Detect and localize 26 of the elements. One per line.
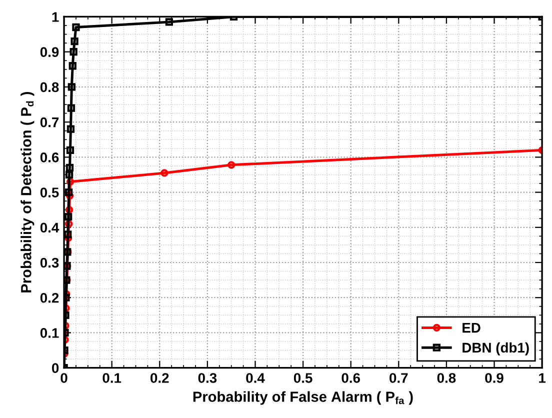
y-tick-label: 0 bbox=[52, 363, 59, 374]
x-axis-title: Probability of False Alarm ( P$_{fa}$ ) bbox=[193, 391, 413, 405]
x-tick-label: 0.1 bbox=[102, 373, 122, 383]
y-tick-label: 0.8 bbox=[40, 82, 59, 92]
y-tick-label: 0.7 bbox=[40, 117, 59, 128]
y-tick-label: 0.6 bbox=[40, 152, 59, 162]
y-tick-label: 0.9 bbox=[40, 47, 59, 57]
y-tick-label: 0.1 bbox=[40, 328, 59, 338]
y-axis-title: Probability of Detection ( P$_{d}$ ) bbox=[20, 92, 34, 292]
y-tick-label: 0.2 bbox=[40, 292, 59, 303]
x-tick-label: 0.9 bbox=[485, 373, 504, 383]
x-tick-label: 0.8 bbox=[437, 373, 456, 383]
x-tick-label: 0.2 bbox=[150, 373, 169, 383]
legend-label: DBN (db1) bbox=[462, 342, 529, 356]
x-tick-label: 0.7 bbox=[390, 373, 408, 383]
y-tick-label: 0.4 bbox=[40, 222, 60, 233]
legend-label: ED bbox=[462, 323, 480, 333]
y-tick-label: 0.3 bbox=[40, 258, 59, 268]
x-tick-label: 0.6 bbox=[342, 373, 360, 383]
y-tick-label: 0.5 bbox=[40, 188, 59, 198]
x-tick-label: 0.3 bbox=[198, 373, 217, 383]
x-tick-label: 0 bbox=[60, 373, 68, 383]
x-tick-label: 1 bbox=[539, 373, 546, 383]
x-tick-label: 0.5 bbox=[294, 373, 312, 383]
x-tick-label: 0.4 bbox=[246, 373, 265, 383]
y-tick-label: 1 bbox=[52, 12, 59, 22]
